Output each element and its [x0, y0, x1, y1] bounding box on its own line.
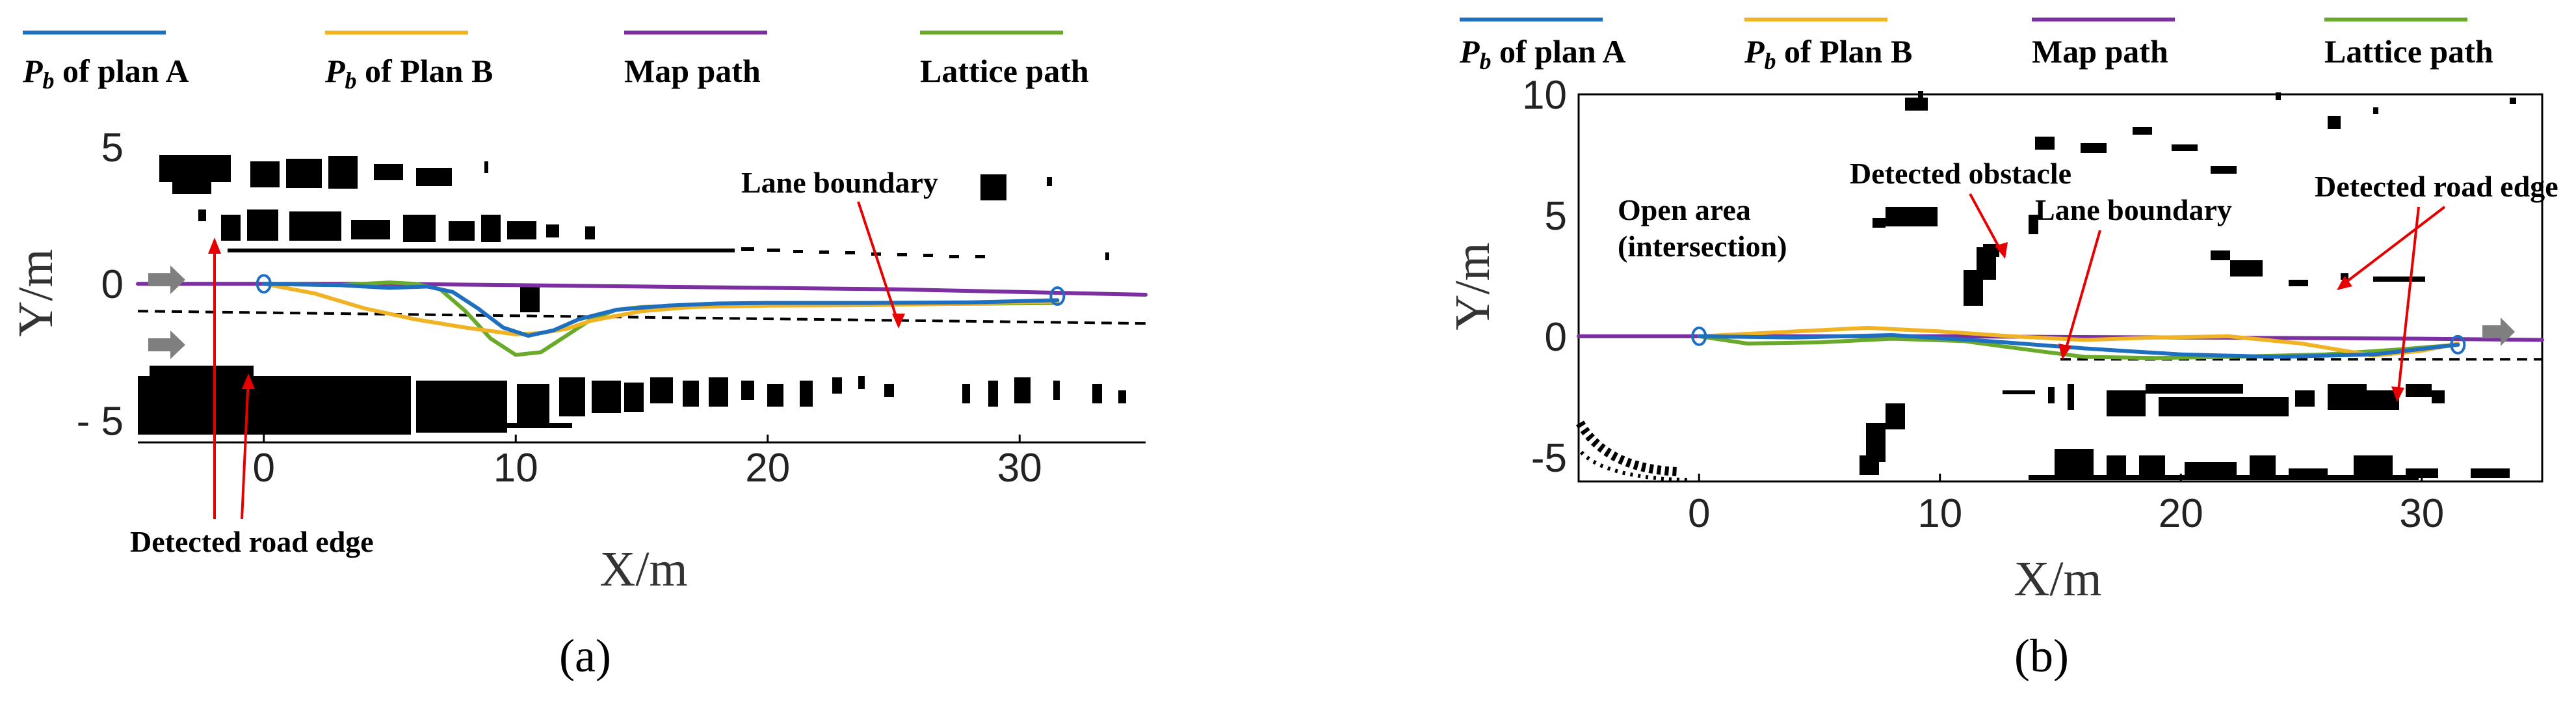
annotations-a: Lane boundary Detected road edge: [130, 166, 938, 558]
path-endpoint-marker: [1049, 286, 1066, 306]
series-line-plan-a: [261, 282, 1060, 338]
x-tick-label: 20: [2159, 491, 2203, 536]
legend-label-plan-a: Pb of plan A: [1459, 33, 1626, 74]
annotation-lane-boundary-a: Lane boundary: [741, 166, 938, 199]
y-axis-label-a: Y/m: [8, 249, 63, 336]
legend-label-plan-a: Pb of plan A: [22, 53, 189, 94]
series-line-plan-a: [1697, 333, 2460, 359]
direction-arrow-icon: [2482, 317, 2515, 346]
y-tick-label: 0: [1545, 315, 1567, 360]
point-cloud-b: [1860, 91, 2516, 480]
y-tick-label: -5: [1531, 436, 1567, 481]
panel-a: Pb of plan A Pb of Plan B Map path Lattice …: [8, 31, 1148, 682]
legend-label-plan-b: Pb of Plan B: [1744, 33, 1912, 74]
legend-label-lattice: Lattice path: [920, 53, 1089, 89]
legend-label-map: Map path: [2032, 33, 2168, 70]
x-tick-label: 10: [1917, 491, 1962, 536]
panel-caption-b: (b): [2014, 630, 2069, 682]
y-tick-label: 0: [101, 262, 124, 307]
plot-area-a: 0 10 20 30 5 0 - 5 X/m Y/m: [8, 126, 1148, 597]
y-tick-label: 10: [1522, 73, 1567, 118]
annotation-open-area: Open area: [1618, 193, 1751, 226]
x-axis-label-a: X/m: [599, 542, 687, 597]
path-endpoint-marker: [1691, 326, 1707, 346]
x-axis-label-b: X/m: [2014, 552, 2101, 606]
path-endpoint-marker: [2450, 334, 2466, 355]
series-line-plan-b: [261, 282, 1060, 336]
y-tick-label: 5: [1545, 194, 1567, 239]
point-cloud-a: [138, 155, 1126, 435]
y-tick-label: 5: [101, 126, 124, 170]
legend-label-map: Map path: [624, 53, 761, 89]
x-tick-label: 20: [745, 446, 790, 491]
legend-b: Pb of plan A Pb of Plan B Map path Lattice …: [1459, 18, 2493, 74]
direction-arrow-icon: [148, 265, 185, 359]
plot-frame-b: [1577, 93, 2543, 483]
x-tick-label: 0: [1688, 491, 1710, 536]
annotation-lane-boundary-b: Lane boundary: [2035, 193, 2232, 226]
x-tick-label: 0: [253, 446, 275, 491]
legend-a: Pb of plan A Pb of Plan B Map path Lattice …: [22, 31, 1089, 94]
annotation-detected-obstacle: Detected obstacle: [1850, 157, 2071, 190]
annotations-b: Open area (intersection) Detected obstac…: [1618, 157, 2558, 402]
y-tick-label: - 5: [77, 399, 124, 444]
annotation-road-edge-a: Detected road edge: [130, 525, 374, 558]
annotation-road-edge-b: Detected road edge: [2315, 170, 2558, 203]
y-axis-label-b: Y/m: [1445, 242, 1500, 330]
plot-area-b: 0 10 20 30 10 5 0 -5 X/m Y/m: [1445, 73, 2544, 606]
panel-caption-a: (a): [559, 630, 611, 682]
annotation-intersection: (intersection): [1618, 230, 1787, 263]
x-tick-label: 10: [493, 446, 538, 491]
path-endpoint-marker: [256, 274, 272, 294]
legend-label-plan-b: Pb of Plan B: [324, 53, 493, 94]
x-tick-label: 30: [997, 446, 1042, 491]
panel-b: Pb of plan A Pb of Plan B Map path Lattice …: [1445, 18, 2558, 682]
x-tick-label: 30: [2399, 491, 2444, 536]
series-line-lattice: [261, 280, 1060, 357]
legend-label-lattice: Lattice path: [2324, 33, 2493, 70]
